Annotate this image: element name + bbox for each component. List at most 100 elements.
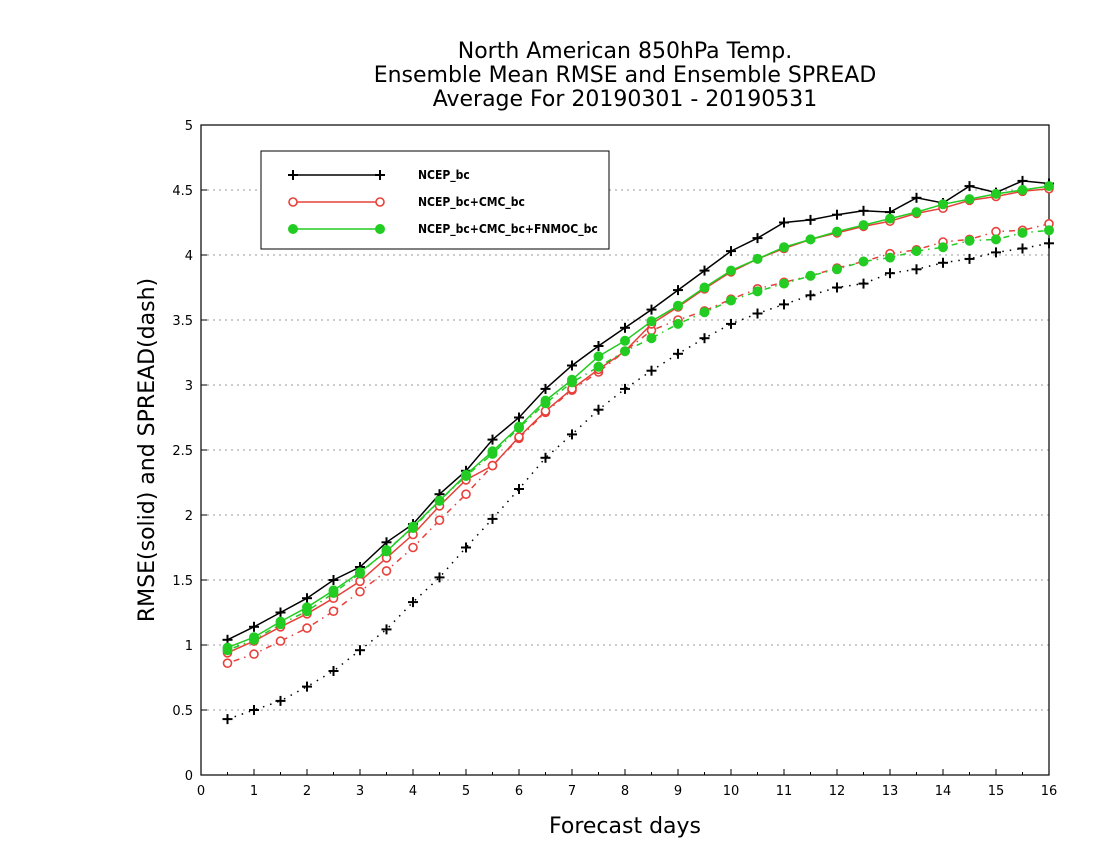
legend-label-2: NCEP_bc+CMC_bc (418, 195, 525, 210)
legend-box (260, 150, 610, 250)
series-3-rmse-point-11 (514, 421, 524, 432)
legend-label-1: NCEP_bc (418, 168, 470, 183)
series-1-rmse-point-11 (514, 412, 524, 423)
series-1-rmse-point-15 (620, 322, 630, 333)
series-2-spread-point-4 (328, 606, 339, 617)
series-3-rmse-point-21 (779, 242, 789, 253)
series-1-spread-point-25 (885, 268, 895, 279)
series-3-spread-point-31 (1044, 225, 1054, 236)
series-1-spread-point-13 (567, 429, 577, 440)
series-1-spread (222, 238, 1054, 725)
series-1-spread-point-7 (408, 597, 418, 608)
legend-marker-right-1 (375, 170, 385, 180)
series-2-rmse (222, 183, 1054, 658)
y-axis-label: RMSE(solid) and SPREAD(dash) (135, 278, 160, 622)
x-tick-label-15: 15 (988, 784, 1005, 799)
series-1-rmse-point-28 (964, 181, 975, 192)
series-3-rmse (222, 181, 1054, 653)
x-tick-label-6: 6 (515, 784, 523, 799)
series-1-spread-point-15 (620, 383, 630, 394)
series-3-spread-point-26 (911, 246, 922, 257)
y-tick-label-9: 4.5 (172, 184, 193, 199)
series-1-rmse-point-10 (487, 434, 498, 445)
y-tick-label-1: 0.5 (172, 704, 193, 719)
legend-marker-left-2 (288, 197, 298, 207)
series-3-spread-point-27 (938, 242, 948, 253)
x-tick-label-10: 10 (723, 784, 740, 799)
series-1-spread-point-9 (461, 542, 471, 553)
series-3-spread-point-20 (752, 286, 763, 297)
series-3-rmse-point-20 (752, 253, 763, 264)
legend-entry-2: NCEP_bc+CMC_bc (288, 195, 525, 210)
series-3-spread-point-25 (885, 252, 895, 263)
series-1-spread-point-21 (779, 299, 789, 310)
series-1-spread-point-3 (302, 681, 312, 692)
series-lines (222, 175, 1054, 725)
series-3-rmse-point-12 (540, 395, 551, 406)
series-3-rmse-point-26 (911, 207, 922, 218)
x-axis: 0 1 2 3 4 5 6 7 8 9 10 11 12 13 14 15 16 (197, 769, 1057, 799)
series-3-spread-point-22 (805, 270, 816, 281)
y-tick-label-0: 0 (185, 769, 193, 784)
series-3-rmse-point-25 (885, 213, 895, 224)
series-1-rmse-point-16 (646, 304, 657, 315)
series-3-rmse-point-1 (249, 632, 259, 643)
series-3-spread-point-19 (726, 295, 736, 306)
series-3-spread-point-28 (964, 235, 975, 246)
series-3-spread (222, 225, 1054, 656)
series-3-rmse-point-3 (302, 602, 312, 613)
series-1-spread-point-14 (593, 404, 604, 415)
series-2-spread-point-6 (381, 566, 392, 576)
series-1-spread-point-11 (514, 484, 524, 494)
series-1-rmse-point-4 (328, 575, 339, 585)
series-1-spread-point-30 (1017, 243, 1028, 254)
title-line-2: Ensemble Mean RMSE and Ensemble SPREAD (374, 63, 877, 88)
series-3-rmse-line (227, 185, 1050, 649)
series-1-rmse-point-20 (752, 233, 763, 244)
legend-label-3: NCEP_bc+CMC_bc+FNMOC_bc (418, 222, 598, 237)
series-1-rmse-line (227, 180, 1050, 641)
series-3-spread-point-21 (779, 278, 789, 289)
series-1-rmse-point-21 (779, 217, 789, 228)
series-2-spread (222, 219, 1054, 669)
series-1-spread-point-22 (805, 290, 816, 301)
title-line-1: North American 850hPa Temp. (458, 39, 793, 64)
series-3-rmse-point-9 (461, 469, 471, 480)
series-1-rmse-point-26 (911, 192, 922, 203)
series-2-spread-point-9 (461, 489, 471, 500)
series-1-rmse (222, 175, 1054, 645)
series-3-rmse-point-13 (567, 374, 577, 385)
series-2-rmse-line (227, 187, 1050, 654)
series-1-spread-point-29 (991, 247, 1001, 258)
y-tick-label-8: 4 (185, 249, 193, 264)
series-3-rmse-point-17 (673, 300, 683, 311)
series-1-spread-point-12 (540, 452, 551, 463)
y-tick-label-4: 2 (185, 509, 193, 524)
series-2-rmse-point-11 (514, 432, 524, 442)
series-1-spread-point-31 (1044, 238, 1054, 249)
y-tick-label-3: 1.5 (172, 574, 193, 589)
series-3-rmse-point-24 (858, 220, 869, 231)
series-3-rmse-point-30 (1017, 185, 1028, 195)
x-tick-label-16: 16 (1041, 784, 1058, 799)
legend: NCEP_bc NCEP_bc+CMC_bc NCEP_bc+CMC_bc+FNMO… (260, 150, 610, 250)
series-2-spread-point-5 (355, 586, 365, 597)
x-tick-label-13: 13 (882, 784, 899, 799)
series-1-spread-point-24 (858, 278, 869, 289)
x-tick-label-4: 4 (409, 784, 417, 799)
series-1-spread-point-17 (673, 348, 683, 359)
series-3-spread-point-23 (832, 264, 842, 275)
series-3-rmse-point-23 (832, 226, 842, 237)
y-tick-label-5: 2.5 (172, 444, 193, 459)
series-3-spread-point-24 (858, 256, 869, 267)
legend-entry-3: NCEP_bc+CMC_bc+FNMOC_bc (288, 222, 598, 237)
series-3-spread-point-17 (673, 318, 683, 329)
series-1-spread-line (227, 242, 1050, 720)
series-1-rmse-point-19 (726, 246, 736, 257)
legend-marker-right-3 (375, 224, 385, 234)
x-tick-label-0: 0 (197, 784, 205, 799)
series-1-spread-point-16 (646, 365, 657, 376)
x-tick-label-2: 2 (303, 784, 311, 799)
y-tick-label-7: 3.5 (172, 314, 193, 329)
